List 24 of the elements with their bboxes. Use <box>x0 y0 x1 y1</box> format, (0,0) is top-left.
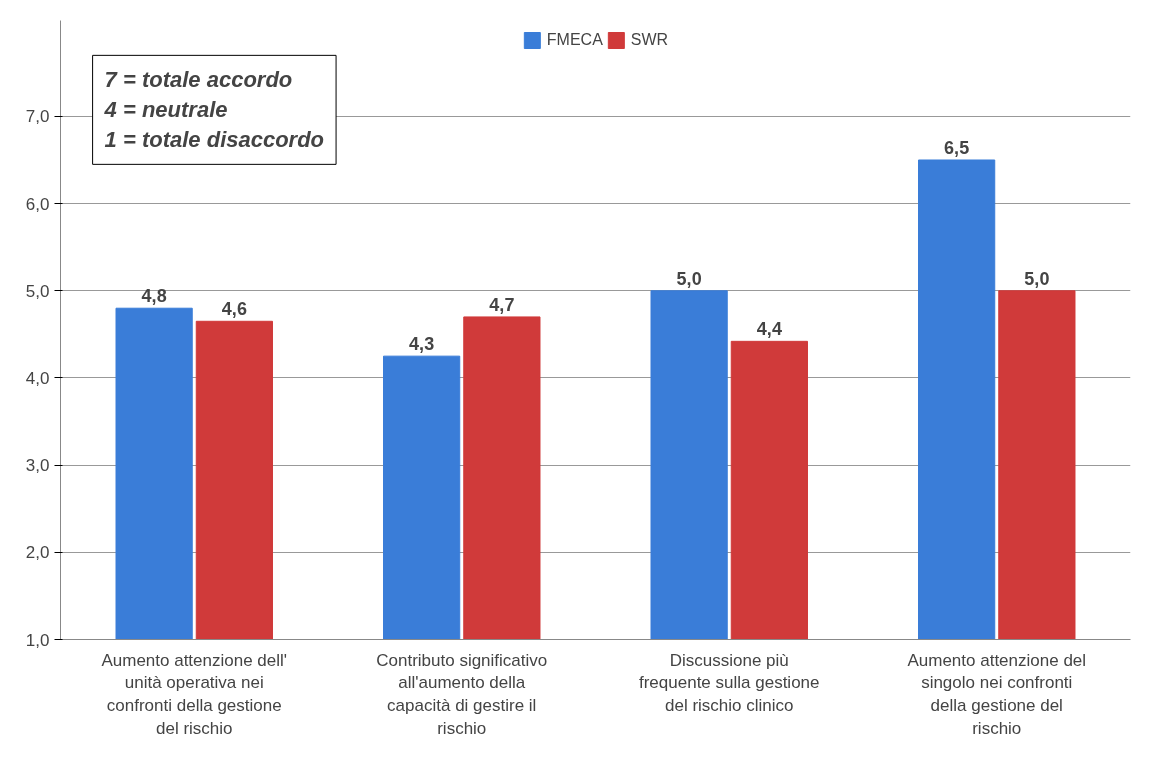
legend-label: FMECA <box>546 31 603 49</box>
y-tick-label: 5,0 <box>25 281 50 301</box>
data-label: 5,0 <box>676 268 702 289</box>
data-label: 6,5 <box>944 137 970 158</box>
data-label: 4,6 <box>221 299 247 320</box>
data-label: 4,7 <box>489 294 515 315</box>
annotation: 7 = totale accordo <box>104 67 293 93</box>
data-label: 4,4 <box>756 319 782 340</box>
y-tick-label: 1,0 <box>25 630 50 650</box>
y-tick-label: 6,0 <box>25 194 50 214</box>
data-label: 4,8 <box>141 286 167 307</box>
y-tick-label: 7,0 <box>25 107 50 127</box>
data-label: 5,0 <box>1024 268 1050 289</box>
x-tick-label: Discussione più frequente sulla gestione del rischio clinico <box>638 650 820 716</box>
y-tick-label: 4,0 <box>25 368 50 388</box>
data-label: 4,3 <box>409 334 435 355</box>
x-tick-label: Contributo significativo all'aumento della capacità di gestire il rischio <box>376 650 548 738</box>
annotation: 4 = neutrale <box>103 97 228 123</box>
annotation: 1 = totale disaccordo <box>104 127 325 153</box>
x-tick-label: Aumento attenzione dell' unità operativa nei confronti della gestione del rischio <box>101 650 288 738</box>
legend-label: SWR <box>630 31 669 49</box>
y-tick-label: 2,0 <box>25 543 50 563</box>
y-tick-label: 3,0 <box>25 456 50 476</box>
x-tick-label: Aumento attenzione del singolo nei confronti della gestione del rischio <box>907 650 1087 738</box>
